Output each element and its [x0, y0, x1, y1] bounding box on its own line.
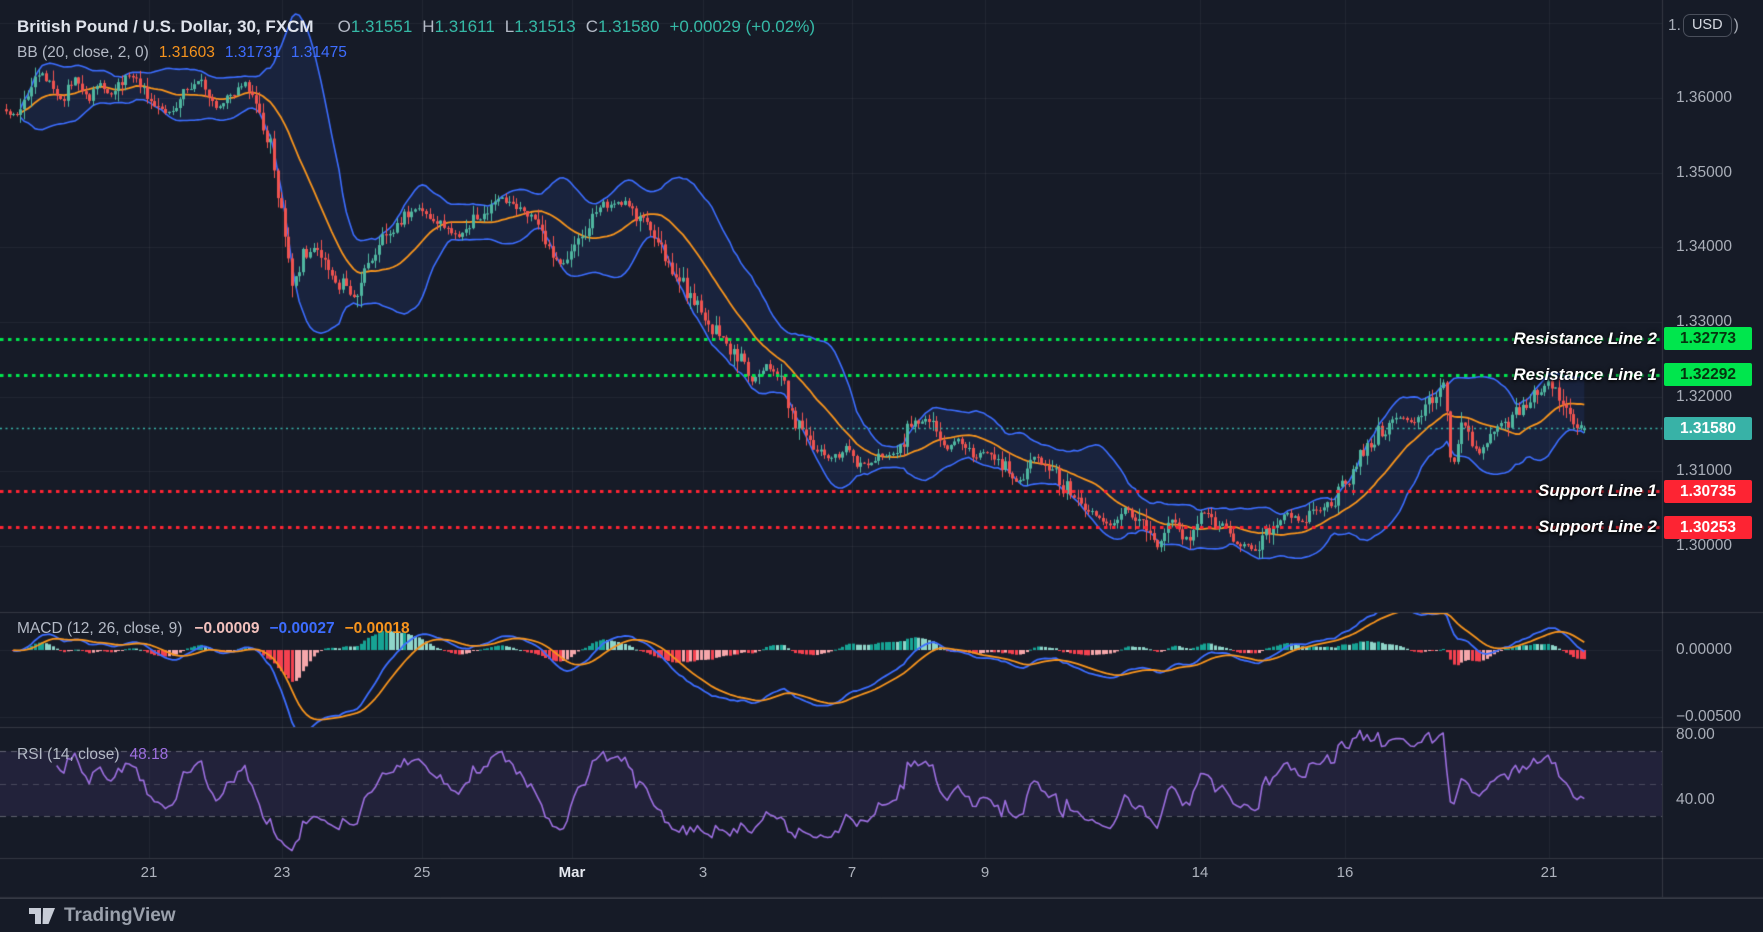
currency-toggle-button[interactable]: USD	[1682, 14, 1732, 37]
macd-line-value: −0.00027	[269, 620, 335, 637]
chart-legend-main[interactable]: British Pound / U.S. Dollar, 30, FXCM O …	[17, 17, 815, 37]
ohlc-low-value: 1.31513	[514, 17, 576, 36]
ohlc-close-value: 1.31580	[597, 17, 660, 36]
ohlc-open-label: O	[337, 17, 351, 36]
time-axis-tick: 25	[413, 864, 431, 881]
level-label-resistance-line-2[interactable]: Resistance Line 2	[1513, 328, 1657, 348]
time-axis-tick: 7	[847, 864, 857, 881]
rsi-legend[interactable]: RSI (14, close) 48.18	[17, 746, 168, 764]
price-axis-tick: 1.34000	[1676, 238, 1733, 256]
macd-histogram-value: −0.00009	[194, 620, 260, 637]
price-axis-tick: 1.35000	[1676, 163, 1733, 181]
ohlc-close-label: C	[585, 17, 598, 36]
ohlc-low-label: L	[504, 17, 515, 36]
bb-label: BB (20, close, 2, 0)	[17, 44, 149, 61]
price-badge-resistance[interactable]: 1.32292	[1664, 363, 1752, 387]
macd-signal-value: −0.00018	[344, 620, 410, 637]
footer-bar: TradingView	[0, 898, 1763, 932]
level-label-support-line-1[interactable]: Support Line 1	[1538, 481, 1657, 501]
time-axis-tick: Mar	[558, 864, 586, 881]
price-axis-tick: 1.31000	[1676, 462, 1733, 480]
price-axis-tick: 1.33000	[1676, 313, 1733, 330]
level-label-support-line-2[interactable]: Support Line 2	[1538, 517, 1657, 537]
price-axis-tick: 1.36000	[1676, 89, 1733, 106]
time-axis-tick: 14	[1191, 864, 1209, 881]
ohlc-change-value: +0.00029 (+0.02%)	[669, 17, 815, 36]
bb-lower-value: 1.31475	[290, 44, 347, 61]
price-badge-support[interactable]: 1.30253	[1664, 515, 1752, 539]
ohlc-high-label: H	[422, 17, 435, 36]
time-axis-tick: 21	[140, 864, 158, 881]
bb-basis-value: 1.31603	[158, 44, 215, 61]
price-badge-support[interactable]: 1.30735	[1664, 479, 1752, 503]
level-label-resistance-line-1[interactable]: Resistance Line 1	[1513, 364, 1657, 384]
rsi-axis-tick: 40.00	[1676, 791, 1715, 808]
ohlc-high-value: 1.31611	[434, 17, 495, 36]
bb-upper-value: 1.31731	[224, 44, 281, 61]
macd-legend[interactable]: MACD (12, 26, close, 9) −0.00009 −0.0002…	[17, 620, 410, 638]
price-badge-current[interactable]: 1.31580	[1664, 416, 1752, 440]
price-axis-tick: 1.30000	[1676, 537, 1733, 554]
time-axis-tick: 23	[273, 864, 291, 881]
macd-axis-tick: −0.00500	[1676, 708, 1742, 725]
symbol-title: British Pound / U.S. Dollar, 30, FXCM	[17, 17, 314, 36]
bollinger-legend[interactable]: BB (20, close, 2, 0) 1.31603 1.31731 1.3…	[17, 44, 347, 62]
macd-label: MACD (12, 26, close, 9)	[17, 620, 183, 637]
rsi-value: 48.18	[129, 746, 169, 763]
time-axis-tick: 9	[980, 864, 990, 881]
time-axis-tick: 16	[1336, 864, 1354, 881]
rsi-label: RSI (14, close)	[17, 746, 120, 763]
rsi-axis-tick: 80.00	[1676, 726, 1715, 743]
time-axis-tick: 3	[698, 864, 708, 881]
macd-axis-tick: 0.00000	[1676, 641, 1733, 658]
price-badge-resistance[interactable]: 1.32773	[1664, 327, 1752, 351]
tradingview-logo-icon[interactable]	[28, 905, 56, 927]
price-scale-currency-row: 1. USD )	[1668, 14, 1739, 37]
clipped-top-tick-suffix: )	[1733, 16, 1739, 34]
time-axis-tick: 21	[1540, 864, 1558, 881]
price-axis-tick: 1.32000	[1676, 387, 1733, 405]
tradingview-brand-text[interactable]: TradingView	[64, 905, 176, 926]
clipped-top-tick: 1.	[1668, 16, 1681, 34]
ohlc-open-value: 1.31551	[350, 17, 413, 36]
